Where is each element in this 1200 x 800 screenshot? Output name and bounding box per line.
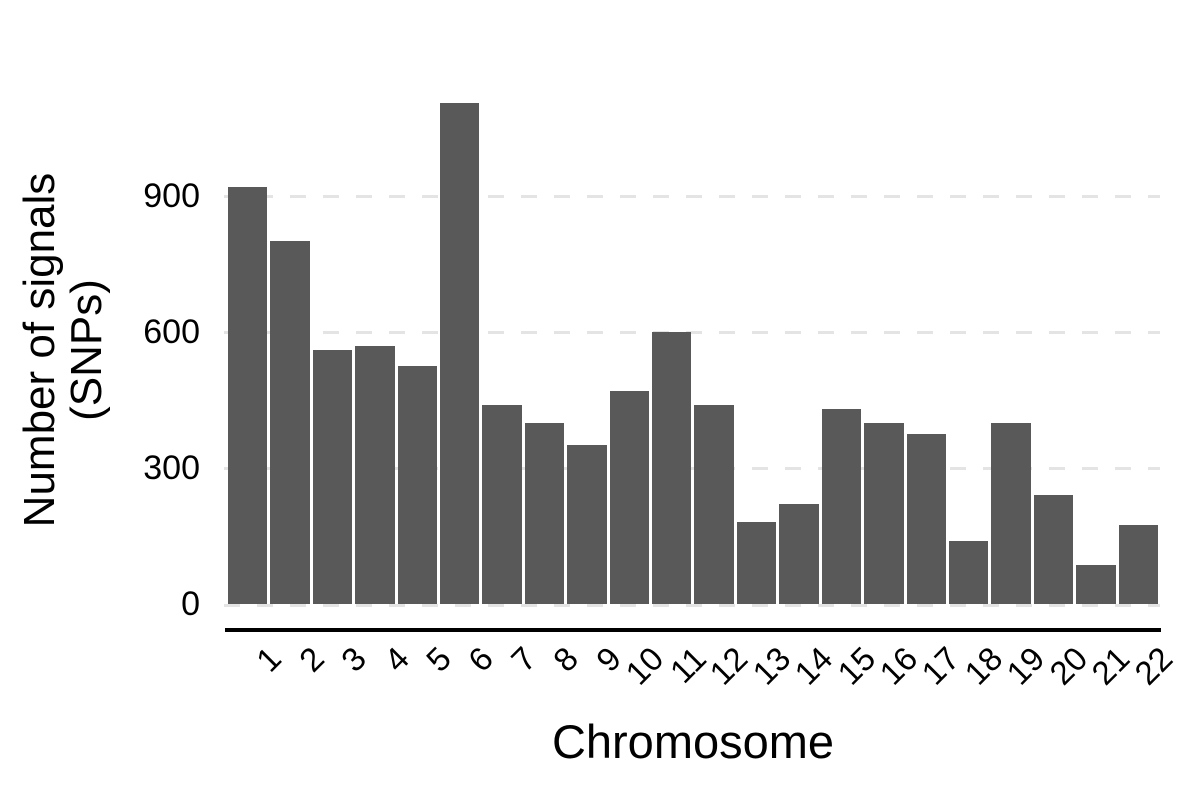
- bar-chromosome-12: [694, 405, 734, 604]
- y-tick-label-600: 600: [143, 313, 200, 351]
- bar-chromosome-10: [609, 391, 650, 604]
- gridline-y600: [224, 331, 1160, 334]
- bar-chromosome-22: [1118, 525, 1158, 604]
- bar-chromosome-14: [779, 504, 819, 604]
- bar-chromosome-16: [864, 423, 904, 604]
- bar-chromosome-7: [482, 405, 522, 604]
- x-axis-title: Chromosome: [551, 715, 835, 768]
- bar-chromosome-15: [821, 409, 862, 604]
- y-axis-tick-labels: 0 300 600 900: [0, 0, 200, 640]
- plot-area: [228, 0, 1158, 604]
- gridline-y300: [224, 467, 1160, 470]
- x-tick-label-22: 22: [1126, 639, 1179, 692]
- bar-chromosome-2: [270, 241, 310, 604]
- bar-chromosome-19: [991, 423, 1031, 604]
- bar-chromosome-13: [736, 522, 777, 604]
- bar-chromosome-5: [397, 366, 438, 604]
- y-tick-label-900: 900: [143, 177, 200, 215]
- bar-chromosome-21: [1076, 565, 1116, 604]
- bar-chromosome-4: [355, 346, 395, 604]
- bar-chromosome-8: [524, 423, 565, 604]
- bar-chromosome-11: [652, 332, 692, 604]
- y-tick-label-300: 300: [143, 449, 200, 487]
- bar-chromosome-18: [948, 541, 989, 604]
- bar-chromosome-20: [1033, 495, 1074, 604]
- gridlines: [224, 0, 1160, 620]
- bar-chromosome-17: [906, 434, 946, 604]
- y-tick-label-0: 0: [181, 585, 200, 623]
- bar-chromosome-9: [567, 445, 607, 604]
- bar-chromosome-3: [312, 350, 353, 604]
- x-axis-line: [225, 628, 1161, 632]
- bars: [228, 0, 1158, 604]
- gridline-y900: [224, 195, 1160, 198]
- bar-chromosome-6: [440, 103, 480, 604]
- bar-chromosome-1: [228, 187, 268, 604]
- gridline-y0: [224, 604, 1160, 607]
